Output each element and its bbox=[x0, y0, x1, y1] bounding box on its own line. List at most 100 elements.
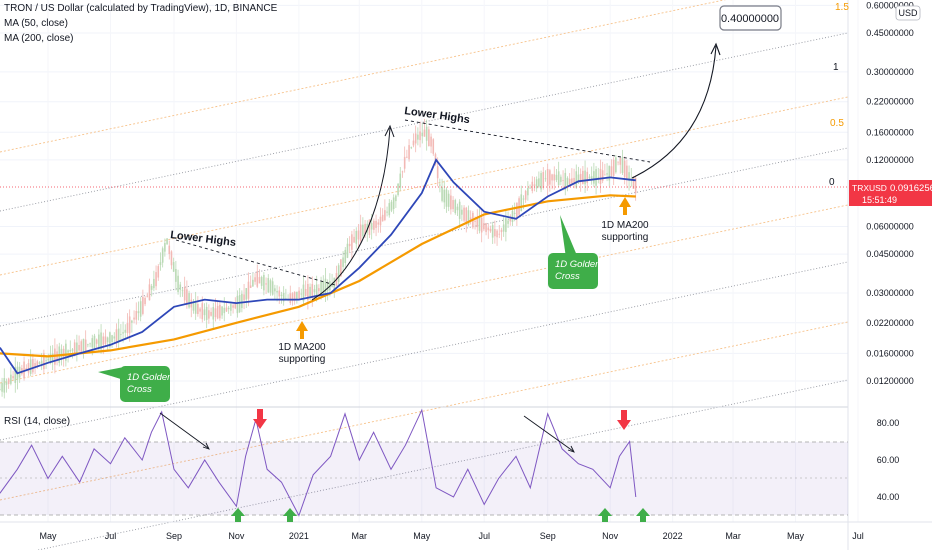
candle-body bbox=[560, 176, 562, 182]
candle-body bbox=[419, 131, 421, 141]
candle-body bbox=[293, 291, 296, 301]
time-tick-label: Jul bbox=[478, 531, 490, 541]
candle-body bbox=[201, 303, 204, 320]
rsi-top-arrow-1 bbox=[253, 409, 267, 429]
candle-body bbox=[247, 281, 250, 299]
candle-body bbox=[131, 320, 133, 323]
candle-body bbox=[27, 363, 30, 373]
candle-body bbox=[443, 189, 446, 203]
candle-body bbox=[353, 236, 355, 243]
price-tick-label: 0.22000000 bbox=[866, 97, 914, 107]
candle-body bbox=[612, 159, 615, 176]
candle-body bbox=[84, 339, 87, 352]
candle-body bbox=[271, 281, 274, 295]
lower-highs-label-2: Lower Highs bbox=[404, 105, 471, 126]
candle-body bbox=[549, 170, 551, 185]
candle-body bbox=[524, 190, 527, 200]
candle-body bbox=[71, 349, 74, 351]
candle-body bbox=[67, 350, 69, 353]
candle-body bbox=[392, 197, 395, 210]
target-box[interactable] bbox=[719, 5, 782, 31]
rsi-tick-label: 80.00 bbox=[877, 418, 900, 428]
candle-body bbox=[370, 223, 373, 230]
candle-body bbox=[43, 353, 45, 370]
candle-body bbox=[76, 342, 78, 355]
candle-body bbox=[441, 186, 443, 201]
golden-cross-2-box[interactable] bbox=[548, 253, 598, 289]
price-tag-value: 0.09162562 bbox=[890, 183, 932, 194]
candle-body bbox=[78, 345, 80, 351]
candle-body bbox=[161, 248, 164, 263]
ma200-line bbox=[0, 194, 636, 358]
ma50-legend[interactable]: MA (50, close) bbox=[4, 18, 68, 29]
rsi-divergence-arrow-1 bbox=[202, 442, 210, 450]
golden-cross-1-line2: Cross bbox=[127, 384, 152, 395]
candle-body bbox=[23, 361, 25, 379]
candle-body bbox=[249, 285, 252, 288]
candle-body bbox=[146, 296, 149, 298]
price-tag bbox=[849, 180, 932, 206]
candle-body bbox=[300, 293, 303, 295]
candle-body bbox=[454, 200, 457, 214]
golden-cross-1-box[interactable] bbox=[120, 366, 170, 402]
candle-body bbox=[388, 203, 391, 216]
candle-body bbox=[546, 169, 549, 186]
time-tick-label: Jul bbox=[105, 531, 117, 541]
candle-body bbox=[601, 170, 604, 181]
candle-body bbox=[150, 286, 153, 290]
candle-body bbox=[168, 245, 171, 255]
candle-body bbox=[296, 291, 298, 300]
candle-body bbox=[359, 224, 362, 241]
projection-arrowhead-1 bbox=[384, 124, 395, 138]
symbol-title[interactable]: TRON / US Dollar (calculated by TradingV… bbox=[4, 3, 278, 14]
candle-body bbox=[355, 230, 358, 244]
candle-body bbox=[258, 277, 261, 284]
candle-body bbox=[346, 243, 349, 258]
candle-body bbox=[500, 229, 503, 233]
price-tick-label: 0.16000000 bbox=[866, 127, 914, 137]
candle-body bbox=[166, 238, 168, 245]
candle-body bbox=[425, 126, 428, 141]
candle-body bbox=[102, 336, 105, 345]
candle-body bbox=[309, 286, 311, 297]
rsi-bottom-arrow-4 bbox=[636, 508, 650, 522]
candle-body bbox=[551, 174, 553, 181]
ma200-support-2-line1: 1D MA200 bbox=[601, 220, 649, 231]
time-tick-label: May bbox=[39, 531, 57, 541]
currency-badge[interactable] bbox=[895, 5, 921, 21]
candle-body bbox=[98, 334, 100, 349]
candle-body bbox=[137, 311, 140, 314]
candle-body bbox=[318, 288, 320, 292]
candle-body bbox=[412, 140, 415, 146]
candle-body bbox=[36, 361, 39, 367]
price-tick-label: 0.45000000 bbox=[866, 28, 914, 38]
candle-body bbox=[579, 173, 582, 183]
projection-curve-2 bbox=[631, 45, 717, 179]
candle-body bbox=[95, 339, 98, 344]
candle-body bbox=[230, 304, 232, 311]
candle-body bbox=[216, 305, 219, 319]
candle-body bbox=[113, 336, 116, 339]
ma200-legend[interactable]: MA (200, close) bbox=[4, 33, 74, 44]
rsi-bottom-arrow-3 bbox=[598, 508, 612, 522]
rsi-legend[interactable]: RSI (14, close) bbox=[4, 416, 71, 427]
candle-body bbox=[214, 308, 217, 318]
candle-body bbox=[104, 336, 107, 344]
candle-body bbox=[450, 195, 452, 210]
candle-body bbox=[351, 234, 353, 250]
candle-body bbox=[307, 283, 309, 301]
candle-body bbox=[51, 353, 54, 362]
candle-body bbox=[456, 206, 459, 211]
candle-body bbox=[186, 289, 188, 305]
support-arrow-2 bbox=[619, 197, 631, 215]
candle-body bbox=[531, 181, 534, 192]
candle-body bbox=[463, 207, 465, 221]
candle-body bbox=[302, 284, 305, 302]
golden-cross-1-pointer bbox=[98, 367, 124, 380]
projection-curve-1 bbox=[311, 127, 391, 301]
candle-body bbox=[599, 168, 602, 184]
candle-body bbox=[320, 281, 322, 296]
candle-body bbox=[428, 129, 430, 147]
candle-body bbox=[89, 343, 91, 345]
